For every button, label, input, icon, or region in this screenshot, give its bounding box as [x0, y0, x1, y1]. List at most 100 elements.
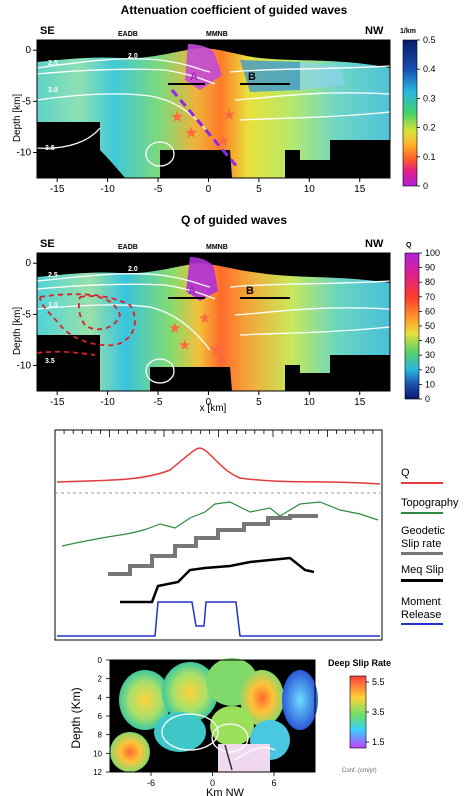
svg-text:★: ★	[208, 337, 228, 362]
legend-moment-1: Moment	[401, 596, 441, 608]
y-tick-label: 8	[98, 731, 103, 740]
legend-q-swatch	[401, 482, 443, 484]
q-marker-a: A	[188, 285, 196, 297]
legend-topography: Topography	[401, 497, 459, 509]
x-tick-label: -6	[147, 778, 155, 788]
legend-moment-swatch	[401, 623, 443, 625]
y-tick-label: 12	[93, 768, 102, 777]
x-tick-label: 0	[210, 778, 215, 788]
colorbar-tick-label: 90	[425, 263, 435, 273]
topography-curve	[61, 501, 379, 547]
svg-text:★: ★	[216, 133, 230, 150]
y-tick-label: -10	[17, 147, 32, 158]
attenuation-colorbar	[402, 39, 418, 187]
x-tick-label: 5	[256, 184, 262, 195]
attenuation-panel: Attenuation coefficient of guided waves	[0, 0, 468, 205]
colorbar-tick-label: 0	[425, 394, 430, 404]
colorbar-tick-label: 100	[425, 248, 440, 258]
y-tick-label: 0	[98, 656, 103, 665]
deep-slip-ylabel: Depth (Km)	[69, 687, 83, 748]
label-nw: NW	[365, 25, 384, 37]
legend-q: Q	[401, 467, 410, 479]
x-tick-label: 15	[354, 184, 366, 195]
svg-text:2.0: 2.0	[128, 53, 138, 60]
legend-meq-swatch	[401, 579, 443, 582]
colorbar-tick-label: 0.2	[423, 123, 436, 133]
x-tick-label: -15	[50, 397, 65, 408]
svg-text:3.0: 3.0	[48, 87, 58, 94]
y-tick-label: 4	[98, 693, 103, 702]
colorbar-tick-label: 5.5	[372, 677, 385, 687]
y-tick-label: 0	[25, 45, 31, 56]
q-curve	[56, 447, 381, 485]
y-tick-label: -5	[22, 96, 31, 107]
q-plot: 2.5 2.0 3.0 3.5 ★ ★ ★ ★ ★ A B SE NW EADB…	[12, 238, 440, 414]
label-mmnb: MMNB	[206, 31, 228, 38]
svg-text:★: ★	[170, 109, 184, 126]
attenuation-title: Attenuation coefficient of guided waves	[120, 3, 348, 17]
deep-slip-cb-title: Deep Slip Rate	[328, 658, 391, 668]
x-tick-label: -5	[154, 184, 163, 195]
colorbar-tick-label: 1.5	[372, 737, 385, 747]
q-colorbar-unit: Q	[406, 242, 412, 249]
marker-b: B	[248, 71, 256, 83]
deep-slip-xlabel: Km NW	[206, 787, 245, 796]
svg-text:★: ★	[198, 310, 211, 327]
q-xlabel: x [km]	[200, 403, 227, 414]
deep-slip-plot: 0 2 4 6 8 10 12 -6 0 6 Depth (Km) Km NW Deep Sli…	[69, 656, 391, 796]
y-tick-label: 6	[98, 712, 103, 721]
y-tick-label: 0	[25, 258, 31, 269]
deep-slip-cb-unit: Conf. (cm/yr)	[342, 768, 377, 774]
svg-text:★: ★	[168, 320, 181, 337]
colorbar-tick-label: 3.5	[372, 707, 385, 717]
colorbar-tick-label: 0.3	[423, 93, 436, 103]
legend-geodetic-swatch	[401, 552, 443, 555]
q-colorbar	[404, 252, 420, 400]
x-tick-label: -10	[100, 184, 115, 195]
q-label-se: SE	[40, 238, 55, 250]
moment-curve	[57, 601, 380, 637]
q-label-mmnb: MMNB	[206, 244, 228, 251]
legend-meq: Meq Slip	[401, 564, 444, 576]
colorbar-tick-label: 0	[423, 181, 428, 191]
q-ylabel: Depth [km]	[12, 307, 23, 356]
svg-text:2.5: 2.5	[48, 60, 58, 67]
x-tick-label: 15	[354, 397, 366, 408]
svg-text:2.5: 2.5	[48, 272, 58, 279]
q-title: Q of guided waves	[180, 213, 288, 227]
q-panel: Q of guided waves	[0, 205, 468, 415]
x-tick-label: -15	[50, 184, 65, 195]
meq-curve	[120, 556, 315, 604]
x-tick-label: -5	[154, 397, 163, 408]
x-tick-label: 6	[271, 778, 276, 788]
colorbar-tick-label: 40	[425, 336, 435, 346]
y-tick-label: -5	[22, 309, 31, 320]
x-tick-label: 0	[206, 397, 212, 408]
attenuation-plot: 2.5 2.0 3.0 3.5 ★ ★ ★ ★ A B SE NW EADB M…	[12, 25, 436, 195]
colorbar-tick-label: 10	[425, 379, 435, 389]
attenuation-ylabel: Depth [km]	[12, 94, 23, 143]
colorbar-tick-label: 50	[425, 321, 435, 331]
colorbar-tick-label: 30	[425, 350, 435, 360]
label-se: SE	[40, 25, 55, 37]
label-eadb: EADB	[118, 31, 138, 38]
geodetic-curve	[108, 514, 318, 576]
svg-text:★: ★	[184, 125, 198, 142]
y-tick-label: -10	[17, 360, 32, 371]
colorbar-tick-label: 20	[425, 365, 435, 375]
svg-text:3.5: 3.5	[45, 145, 55, 152]
q-label-eadb: EADB	[118, 244, 138, 251]
y-tick-label: 2	[98, 675, 103, 684]
q-label-nw: NW	[365, 238, 384, 250]
colorbar-tick-label: 80	[425, 277, 435, 287]
x-tick-label: 10	[304, 397, 316, 408]
legend-moment-2: Release	[401, 609, 442, 621]
profiles-plot	[54, 429, 383, 641]
legend-topography-swatch	[401, 512, 443, 514]
svg-text:2.0: 2.0	[128, 266, 138, 273]
deep-slip-panel: 0 2 4 6 8 10 12 -6 0 6 Depth (Km) Km NW Deep Sli…	[0, 650, 468, 796]
colorbar-tick-label: 60	[425, 306, 435, 316]
q-marker-b: B	[246, 285, 254, 297]
colorbar-tick-label: 0.1	[423, 152, 436, 162]
svg-text:★: ★	[178, 337, 191, 354]
